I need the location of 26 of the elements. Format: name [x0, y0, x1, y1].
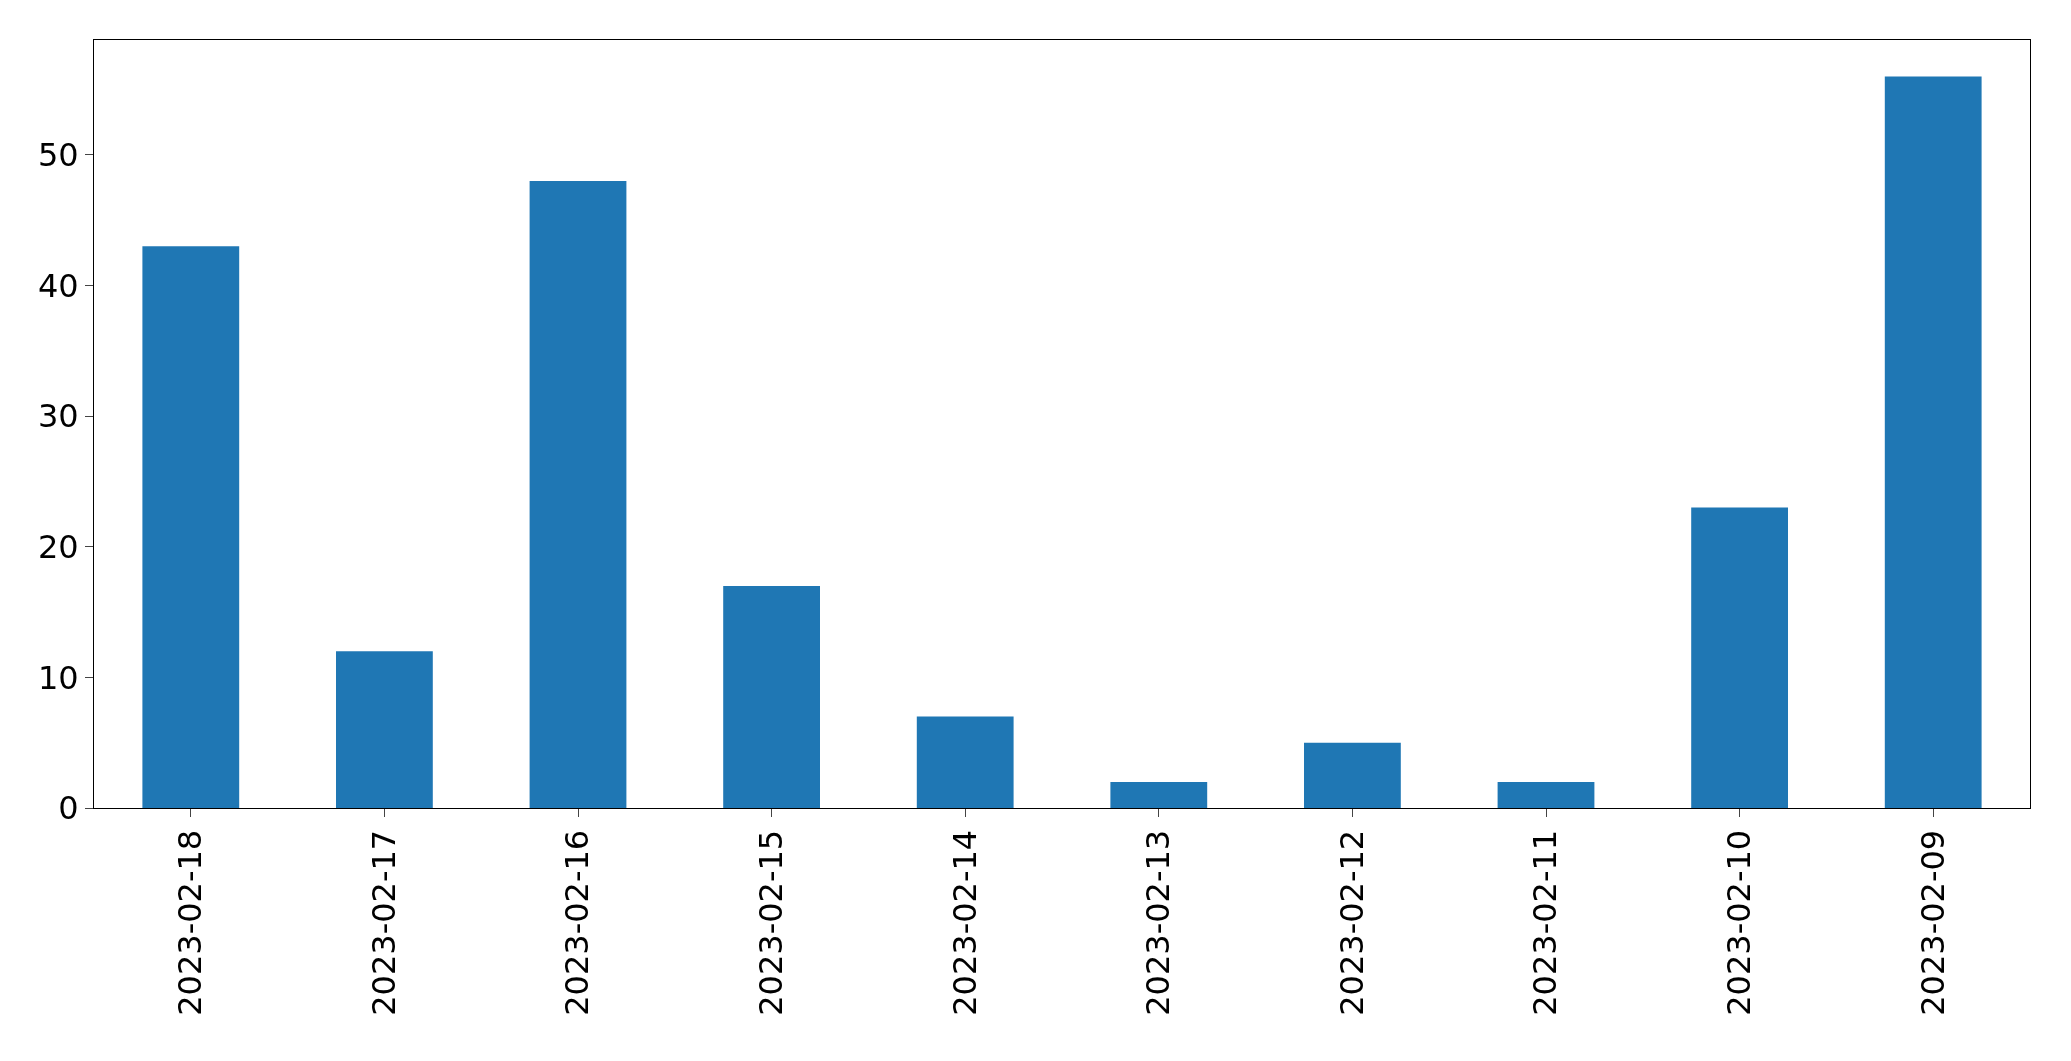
x-tick-label: 2023-02-16	[558, 829, 597, 1016]
x-tick-label: 2023-02-14	[945, 829, 984, 1016]
x-tick-label: 2023-02-15	[752, 829, 790, 1016]
bar	[142, 246, 240, 808]
bar	[529, 181, 627, 808]
bar	[1497, 781, 1595, 808]
x-tick-label: 2023-02-17	[364, 829, 403, 1016]
x-tick-label: 2023-02-11	[1526, 829, 1565, 1016]
x-tick-label: 2023-02-13	[1139, 829, 1178, 1016]
x-tick-label: 2023-02-12	[1332, 829, 1371, 1016]
bar	[723, 585, 820, 808]
x-tick-label: 2023-02-09	[1913, 829, 1952, 1016]
bar	[1884, 76, 1982, 808]
x-tick-label: 2023-02-18	[171, 829, 210, 1016]
x-tick-label: 2023-02-10	[1720, 829, 1758, 1016]
bar	[1304, 742, 1401, 808]
y-tick-label: 40	[37, 266, 79, 305]
y-tick-label: 30	[37, 397, 79, 436]
y-tick-label: 10	[37, 658, 79, 697]
bar	[1110, 781, 1208, 808]
bar	[916, 716, 1014, 808]
bar	[1691, 507, 1788, 808]
bar	[336, 651, 433, 808]
y-tick-label: 50	[37, 136, 79, 175]
y-tick-label: 20	[37, 527, 79, 566]
y-tick-label: 0	[58, 789, 79, 828]
